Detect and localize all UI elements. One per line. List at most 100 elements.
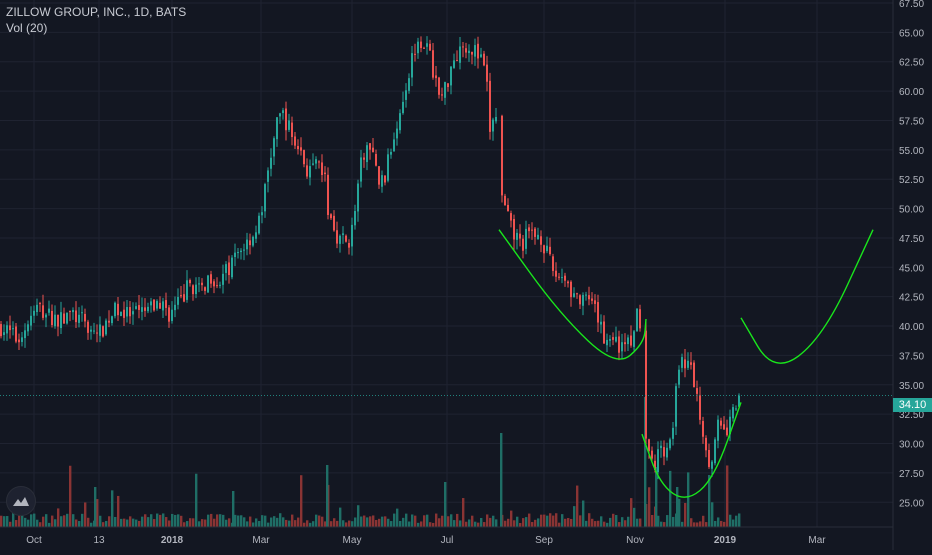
volume-bar: [12, 502, 15, 527]
volume-bar: [627, 516, 630, 527]
candle-body: [156, 301, 158, 309]
candle-body: [195, 284, 197, 295]
price-axis-background: [893, 0, 932, 550]
volume-bar: [588, 513, 591, 527]
candle-body: [180, 295, 182, 297]
y-tick-label: 65.00: [899, 28, 924, 39]
candle-body: [423, 47, 425, 49]
volume-bar: [543, 514, 546, 527]
candle-body: [591, 298, 593, 301]
candle-body: [441, 94, 443, 96]
volume-bar: [534, 519, 537, 527]
volume-bar: [249, 516, 252, 527]
candle-body: [684, 359, 686, 369]
candle-body: [402, 101, 404, 114]
volume-bar: [600, 516, 603, 527]
volume-bar: [447, 516, 450, 527]
price-candles: [0, 36, 740, 480]
candle-body: [387, 154, 389, 181]
volume-bar: [582, 500, 585, 527]
candle-body: [582, 295, 584, 306]
volume-bar: [261, 515, 264, 527]
candle-body: [174, 304, 176, 311]
volume-bar: [324, 521, 327, 527]
drawn-curves[interactable]: [498, 229, 874, 498]
symbol-title[interactable]: ZILLOW GROUP, INC., 1D, BATS: [6, 5, 187, 19]
candle-body: [531, 229, 533, 231]
volume-bar: [135, 519, 138, 527]
candle-body: [585, 294, 587, 296]
volume-bar: [315, 514, 318, 527]
candle-body: [522, 238, 524, 251]
volume-indicator-label[interactable]: Vol (20): [6, 21, 48, 35]
volume-bar: [123, 518, 126, 527]
grid-lines: [0, 0, 893, 527]
volume-bar: [15, 520, 18, 527]
volume-bar: [237, 515, 240, 527]
volume-bar: [282, 517, 285, 527]
volume-bar: [228, 518, 231, 527]
volume-bar: [693, 522, 696, 527]
volume-bar: [333, 518, 336, 527]
candle-body: [618, 336, 620, 353]
candle-body: [129, 307, 131, 317]
volume-bar: [288, 520, 291, 527]
volume-bar: [75, 519, 78, 527]
volume-bar: [285, 519, 288, 527]
volume-bar: [714, 520, 717, 527]
candle-body: [114, 302, 116, 317]
volume-bar: [420, 521, 423, 527]
candle-body: [570, 281, 572, 298]
candle-body: [99, 324, 101, 336]
candle-body: [192, 285, 194, 295]
volume-bar: [621, 517, 624, 527]
volume-bar: [177, 514, 180, 527]
candle-body: [309, 166, 311, 178]
candle-body: [399, 113, 401, 131]
volume-bar: [6, 516, 9, 527]
candle-body: [318, 161, 320, 163]
volume-bar: [483, 522, 486, 527]
volume-bar: [210, 513, 213, 527]
candle-body: [597, 302, 599, 323]
candle-body: [414, 53, 416, 55]
volume-bar: [393, 513, 396, 527]
volume-bar: [507, 518, 510, 527]
candle-body: [381, 175, 383, 187]
volume-bar: [729, 514, 732, 527]
volume-bar: [576, 485, 579, 527]
volume-bar: [603, 521, 606, 527]
time-axis[interactable]: Oct 13 2018 Mar May Jul Sep Nov 2019 Mar: [0, 526, 893, 546]
candle-body: [663, 447, 665, 457]
candle-body: [39, 303, 41, 305]
candle-body: [75, 310, 77, 323]
candle-body: [624, 342, 626, 345]
volume-bar: [291, 514, 294, 527]
volume-bar: [612, 513, 615, 527]
volume-bar: [366, 517, 369, 527]
candle-body: [708, 450, 710, 467]
y-tick-label: 30.00: [899, 440, 924, 451]
volume-bar: [738, 513, 741, 527]
volume-bar: [326, 465, 329, 527]
price-axis[interactable]: 25.00 27.50 30.00 32.50 35.00 37.50 40.00 42.50…: [892, 0, 924, 550]
candle-body: [285, 108, 287, 131]
volume-bar: [489, 517, 492, 527]
x-tick-label: Oct: [26, 535, 42, 546]
volume-bar: [387, 518, 390, 527]
volume-bar: [423, 515, 426, 527]
tradingview-logo-icon[interactable]: [6, 486, 36, 516]
candle-body: [510, 213, 512, 221]
volume-bar: [243, 517, 246, 527]
volume-bar: [81, 513, 84, 527]
volume-bar: [39, 522, 42, 527]
candle-body: [489, 80, 491, 132]
volume-bar: [723, 521, 726, 527]
candle-body: [342, 233, 344, 235]
chart-legend: ZILLOW GROUP, INC., 1D, BATS Vol (20): [6, 4, 186, 36]
volume-bar: [162, 513, 165, 527]
volume-bar: [156, 513, 159, 527]
candle-body: [513, 218, 515, 240]
